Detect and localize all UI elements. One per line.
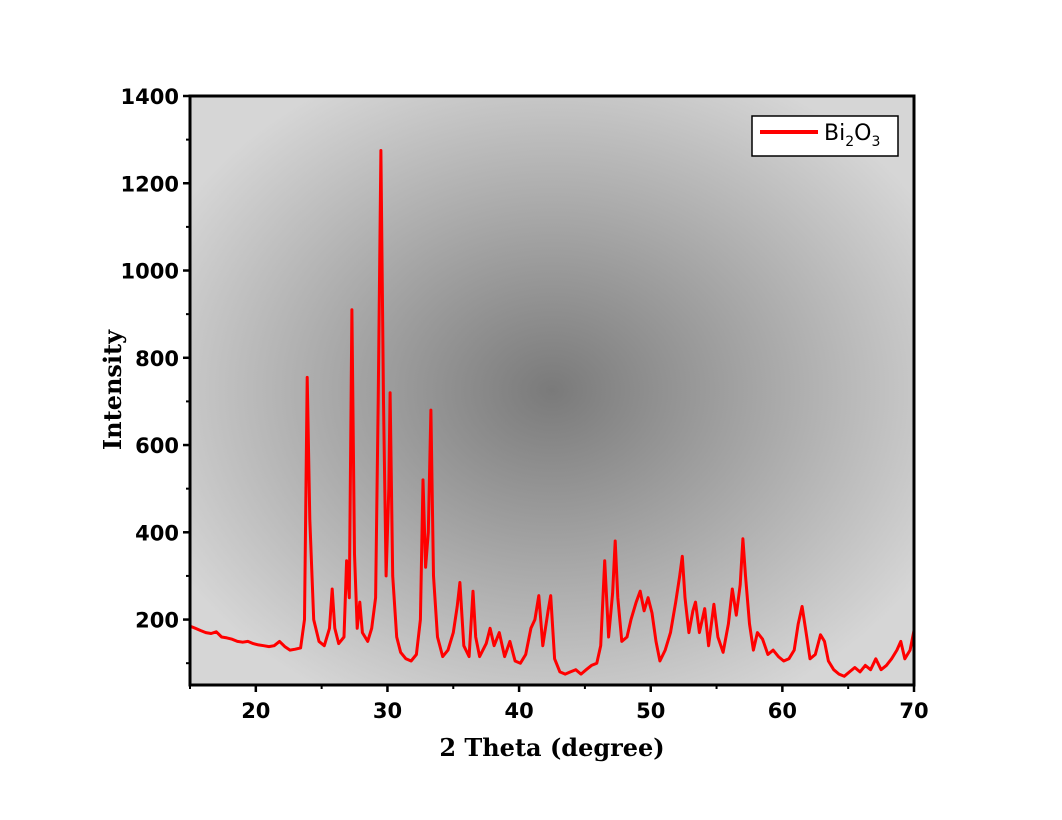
series-line-0	[190, 149, 914, 678]
legend-box	[751, 115, 899, 157]
y-tick-label: 400	[135, 521, 179, 545]
x-tick-label: 20	[241, 699, 270, 723]
legend: Bi2O3	[751, 115, 899, 157]
x-tick-label: 30	[373, 699, 402, 723]
x-tick-label: 50	[636, 699, 665, 723]
x-tick-label: 70	[899, 699, 928, 723]
y-axis-title: Intensity	[98, 329, 127, 450]
x-tick-label: 60	[768, 699, 797, 723]
plot-frame	[188, 94, 916, 687]
y-tick-label: 1400	[121, 85, 179, 109]
y-tick-label: 800	[135, 347, 179, 371]
y-tick-label: 1200	[121, 172, 179, 196]
x-axis-title: 2 Theta (degree)	[439, 733, 664, 762]
plot-area	[190, 96, 914, 685]
x-tick-label: 40	[504, 699, 533, 723]
legend-label: Bi2O3	[824, 121, 880, 150]
y-tick-label: 1000	[121, 260, 179, 284]
y-tick-label: 200	[135, 609, 179, 633]
y-tick-label: 600	[135, 434, 179, 458]
